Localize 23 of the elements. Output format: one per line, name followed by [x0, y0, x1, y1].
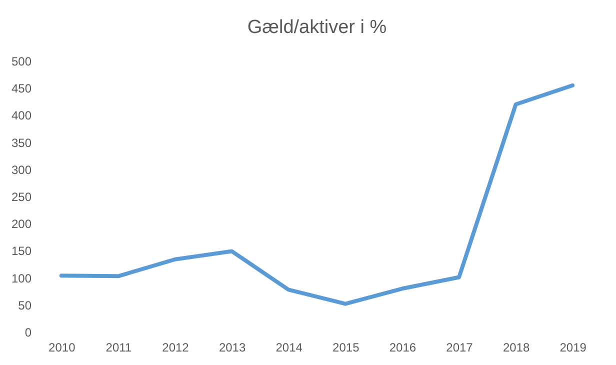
line-series: [59, 83, 575, 306]
x-tick-label: 2014: [276, 340, 303, 354]
x-tick-label: 2011: [106, 340, 132, 354]
y-tick-label: 350: [11, 136, 32, 150]
chart-title: Gæld/aktiver i %: [247, 17, 387, 38]
x-tick-label: 2017: [446, 340, 474, 354]
x-tick-label: 2018: [502, 340, 530, 354]
y-tick-label: 500: [11, 54, 32, 68]
x-tick-label: 2012: [162, 340, 190, 354]
y-tick-label: 200: [11, 217, 32, 232]
y-tick-label: 50: [18, 298, 32, 312]
x-tick-label: 2016: [389, 340, 416, 354]
y-tick-label: 0: [24, 326, 32, 340]
y-tick-label: 300: [11, 162, 32, 177]
x-tick-label: 2013: [218, 340, 246, 354]
x-tick-label: 2019: [560, 340, 587, 354]
y-tick-label: 100: [11, 271, 32, 286]
y-tick-label: 250: [11, 190, 32, 204]
y-tick-label: 400: [11, 108, 32, 123]
y-tick-label: 150: [11, 244, 32, 258]
x-tick-label: 2015: [332, 340, 360, 354]
x-tick-label: 2010: [48, 340, 76, 354]
y-tick-label: 450: [11, 82, 32, 96]
